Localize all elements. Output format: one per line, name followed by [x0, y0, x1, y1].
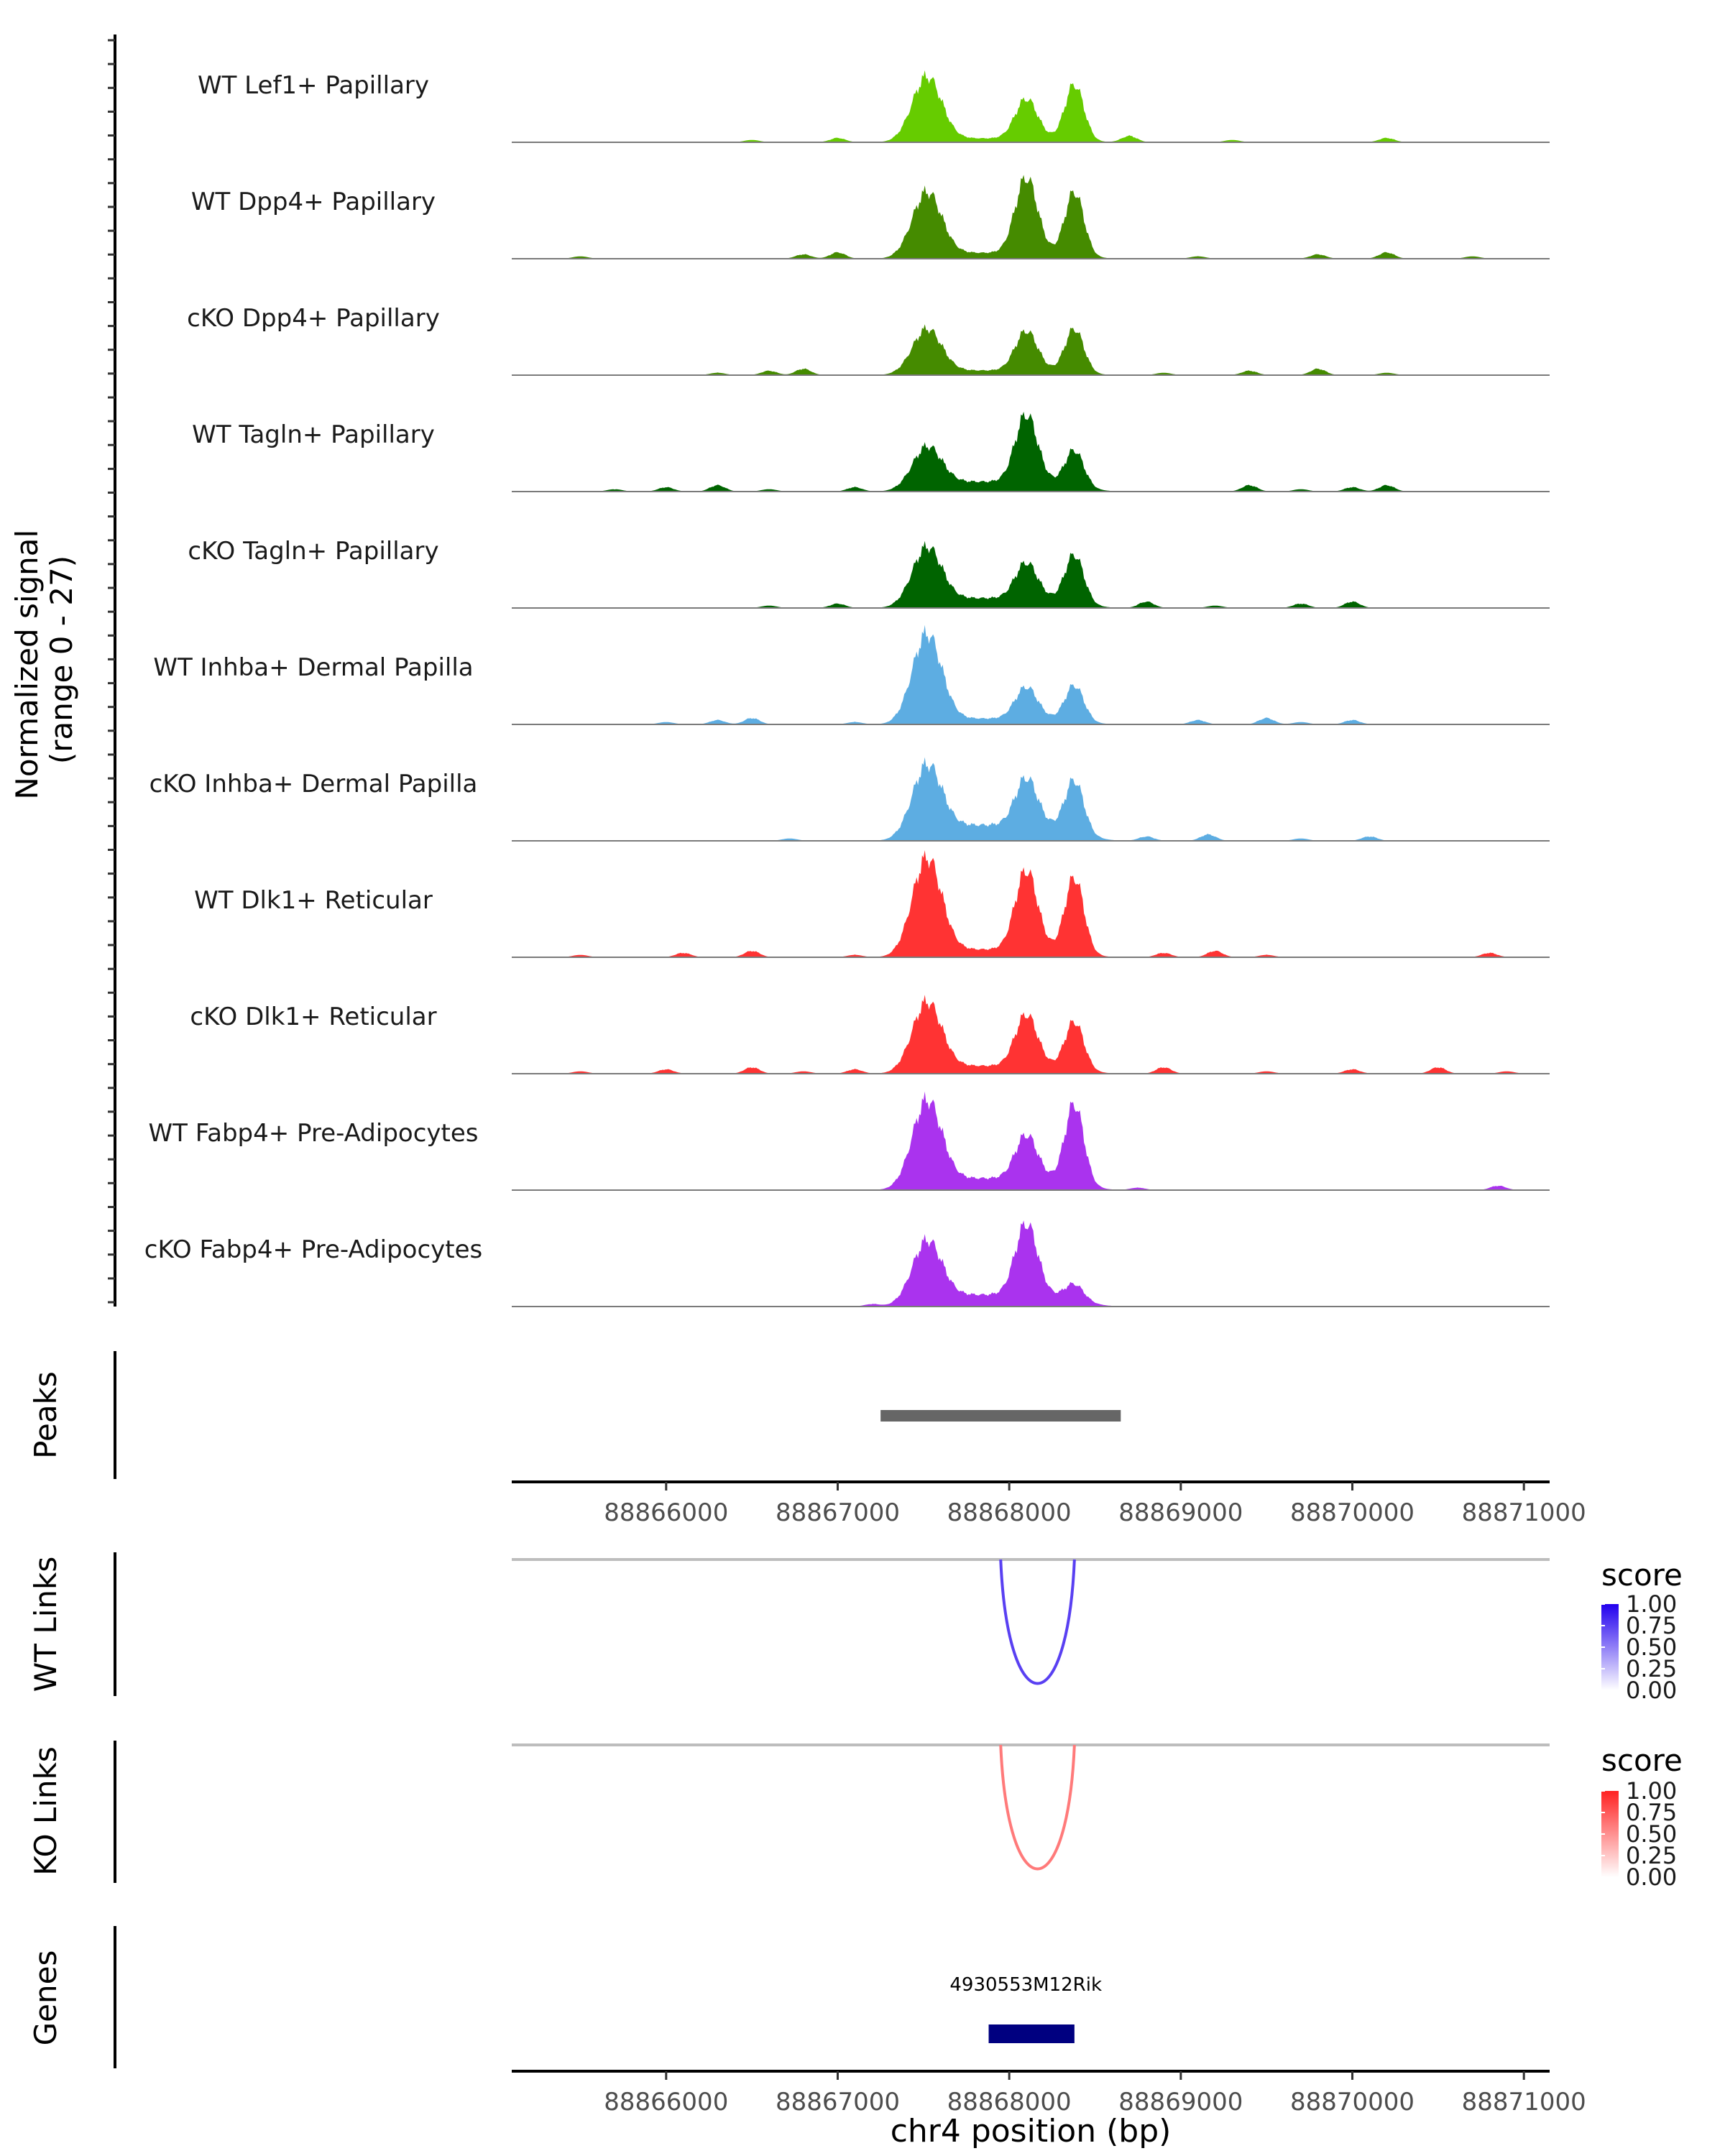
ko-link-arc	[999, 1744, 1076, 1871]
legend-tick-label: 0.00	[1626, 1677, 1677, 1704]
gene-models: 4930553M12Rik	[949, 1974, 1102, 2043]
coverage-track: cKO Fabp4+ Pre-Adipocytes	[144, 1220, 1550, 1307]
coverage-area	[512, 625, 1550, 724]
coverage-area	[512, 995, 1550, 1074]
coverage-track: cKO Dlk1+ Reticular	[190, 995, 1550, 1074]
legend-tick-label: 0.75	[1626, 1612, 1677, 1639]
coverage-track-label: cKO Inhba+ Dermal Papilla	[150, 770, 478, 798]
x-axis-top: 88866000 88867000 88868000 88869000 88870000…	[512, 1480, 1586, 1527]
coverage-track: WT Dlk1+ Reticular	[194, 850, 1550, 958]
coverage-tracks: WT Lef1+ Papillary WT Dpp4+ Papillary cKO …	[144, 70, 1550, 1307]
coverage-y-label-line1: Normalized signal	[9, 530, 45, 800]
coverage-panel: Normalized signal (range 0 - 27) WT Lef1…	[9, 34, 1550, 1307]
coverage-track-label: WT Inhba+ Dermal Papilla	[153, 653, 473, 682]
wt-link-arc	[999, 1559, 1076, 1685]
legend-tick-label: 0.25	[1626, 1842, 1677, 1869]
coverage-track-label: cKO Dpp4+ Papillary	[187, 304, 440, 333]
coverage-track-label: WT Tagln+ Papillary	[192, 420, 435, 449]
coverage-track: cKO Tagln+ Papillary	[188, 537, 1550, 609]
coverage-track-label: cKO Tagln+ Papillary	[188, 537, 438, 566]
x-tick-label: 88867000	[776, 2088, 900, 2116]
gene-body	[988, 2024, 1075, 2043]
coverage-area	[512, 850, 1550, 957]
coverage-track-label: WT Dpp4+ Papillary	[191, 188, 436, 216]
x-tick-label: 88867000	[776, 1498, 900, 1527]
x-tick-label: 88871000	[1462, 2088, 1586, 2116]
coverage-area	[512, 1220, 1550, 1307]
genes-panel: Genes 4930553M12Rik	[28, 1926, 1102, 2068]
coverage-area	[512, 411, 1550, 492]
coverage-y-axis-label: Normalized signal (range 0 - 27)	[9, 520, 79, 799]
legend-tick-label: 1.00	[1626, 1590, 1677, 1618]
legend-tick-label: 0.25	[1626, 1655, 1677, 1682]
coverage-track: WT Fabp4+ Pre-Adipocytes	[149, 1091, 1550, 1191]
coverage-area	[512, 70, 1550, 142]
ko-links-legend: 1.000.750.500.250.00	[1601, 1777, 1677, 1891]
coverage-track: WT Dpp4+ Papillary	[191, 175, 1550, 259]
legend-tick-label: 0.75	[1626, 1799, 1677, 1826]
coverage-area	[512, 175, 1550, 259]
peak-ranges	[880, 1410, 1121, 1422]
x-axis-bottom: 88866000 88867000 88868000 88869000 88870000…	[512, 2070, 1586, 2150]
x-tick-label: 88869000	[1118, 2088, 1243, 2116]
coverage-track-label: WT Fabp4+ Pre-Adipocytes	[149, 1119, 479, 1148]
coverage-y-label-line2: (range 0 - 27)	[44, 556, 79, 764]
peaks-panel: Peaks	[28, 1351, 1121, 1479]
x-tick-label: 88870000	[1290, 1498, 1414, 1527]
x-tick-label: 88866000	[604, 2088, 728, 2116]
x-axis-top-ticks: 88866000 88867000 88868000 88869000 88870000…	[604, 1482, 1586, 1527]
x-tick-label: 88866000	[604, 1498, 728, 1527]
legend-tick-label: 0.50	[1626, 1634, 1677, 1661]
legend-tick-label: 0.50	[1626, 1820, 1677, 1848]
coverage-track: cKO Dpp4+ Papillary	[187, 304, 1550, 376]
coverage-track: WT Tagln+ Papillary	[192, 411, 1550, 492]
legend-tick-label: 1.00	[1626, 1777, 1677, 1805]
coverage-track-label: WT Dlk1+ Reticular	[194, 886, 433, 915]
coverage-track: WT Inhba+ Dermal Papilla	[153, 625, 1550, 725]
wt-links-legend: 1.000.750.500.250.00	[1601, 1590, 1677, 1704]
peak-range	[880, 1410, 1121, 1422]
genes-panel-label: Genes	[28, 1950, 63, 2046]
gene-name-label: 4930553M12Rik	[949, 1974, 1102, 1996]
ko-links-panel-label: KO Links	[28, 1746, 63, 1876]
wt-links-panel: WT Links score 1.000.750.500.250.00	[28, 1552, 1683, 1704]
coverage-y-ticks	[108, 39, 115, 1304]
x-tick-label: 88868000	[947, 1498, 1072, 1527]
x-tick-label: 88869000	[1118, 1498, 1243, 1527]
coverage-area	[512, 540, 1550, 608]
coverage-area	[512, 324, 1550, 375]
wt-links-panel-label: WT Links	[28, 1557, 63, 1692]
peaks-panel-label: Peaks	[28, 1371, 63, 1459]
coverage-area	[512, 757, 1550, 841]
coverage-track-label: cKO Dlk1+ Reticular	[190, 1003, 436, 1031]
legend-tick-label: 0.00	[1626, 1864, 1677, 1891]
x-tick-label: 88868000	[947, 2088, 1072, 2116]
x-axis-bottom-ticks: 88866000 88867000 88868000 88869000 88870000…	[604, 2071, 1586, 2116]
ko-links-panel: KO Links score 1.000.750.500.250.00	[28, 1741, 1683, 1891]
coverage-track: cKO Inhba+ Dermal Papilla	[150, 757, 1550, 842]
x-tick-label: 88871000	[1462, 1498, 1586, 1527]
coverage-track-label: cKO Fabp4+ Pre-Adipocytes	[144, 1235, 483, 1264]
wt-links-legend-title: score	[1601, 1557, 1683, 1593]
coverage-track: WT Lef1+ Papillary	[198, 70, 1550, 143]
x-tick-label: 88870000	[1290, 2088, 1414, 2116]
ko-links-legend-title: score	[1601, 1743, 1683, 1778]
coverage-area	[512, 1091, 1550, 1190]
x-axis-title: chr4 position (bp)	[891, 2113, 1172, 2150]
coverage-track-label: WT Lef1+ Papillary	[198, 71, 429, 100]
